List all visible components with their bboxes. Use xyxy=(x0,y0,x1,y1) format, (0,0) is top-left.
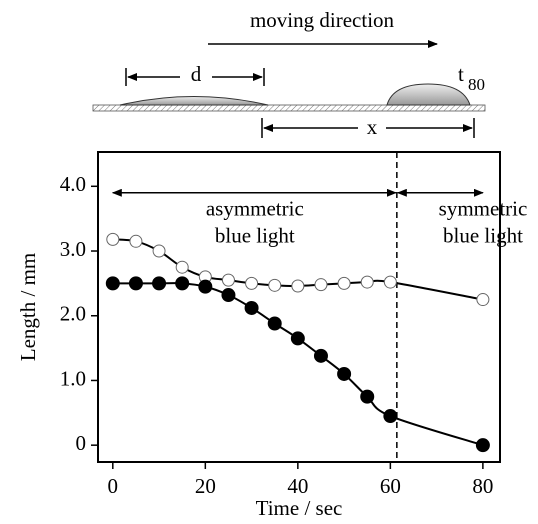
x-tick-label: 60 xyxy=(380,474,401,498)
annotation: blue light xyxy=(443,224,523,248)
data-point xyxy=(291,279,305,293)
data-point xyxy=(129,234,143,248)
data-point xyxy=(106,232,120,246)
droplet xyxy=(119,96,269,106)
data-point xyxy=(360,275,374,289)
data-point xyxy=(337,366,352,381)
data-point xyxy=(175,260,189,274)
x-tick-label: 40 xyxy=(287,474,308,498)
direction-label: moving direction xyxy=(250,8,395,32)
y-axis-label: Length / mm xyxy=(16,253,40,362)
x-label: x xyxy=(367,115,378,139)
data-point xyxy=(128,276,143,291)
t-subscript: 80 xyxy=(468,75,485,94)
d-label: d xyxy=(191,62,202,86)
series-curve xyxy=(112,282,484,447)
schematic: moving direction d x t 80 xyxy=(92,8,486,139)
droplet xyxy=(386,83,471,106)
data-point xyxy=(175,276,190,291)
y-tick-label: 0 xyxy=(76,431,87,455)
y-tick-label: 1.0 xyxy=(60,366,86,390)
data-point xyxy=(314,278,328,292)
data-point xyxy=(313,348,328,363)
data-point xyxy=(152,244,166,258)
y-tick-label: 3.0 xyxy=(60,237,86,261)
annotation: symmetric xyxy=(439,197,528,221)
data-point xyxy=(383,275,397,289)
x-tick-label: 20 xyxy=(195,474,216,498)
data-point xyxy=(476,293,490,307)
plot-frame xyxy=(97,151,501,463)
x-tick-label: 0 xyxy=(108,474,119,498)
data-point xyxy=(475,438,490,453)
data-point xyxy=(152,276,167,291)
x-tick-label: 80 xyxy=(472,474,493,498)
annotation: asymmetric xyxy=(206,197,304,221)
x-axis-label: Time / sec xyxy=(256,496,343,520)
data-point xyxy=(244,300,259,315)
data-point xyxy=(267,316,282,331)
data-point xyxy=(337,276,351,290)
data-point xyxy=(221,288,236,303)
data-point xyxy=(198,279,213,294)
y-tick-label: 2.0 xyxy=(60,302,86,326)
y-tick-label: 4.0 xyxy=(60,172,86,196)
data-point xyxy=(105,276,120,291)
data-point xyxy=(221,273,235,287)
t-label: t xyxy=(458,62,464,86)
data-point xyxy=(383,409,398,424)
data-point xyxy=(360,389,375,404)
substrate xyxy=(92,104,486,112)
annotation: blue light xyxy=(215,224,295,248)
data-point xyxy=(245,276,259,290)
data-point xyxy=(268,278,282,292)
data-point xyxy=(290,331,305,346)
